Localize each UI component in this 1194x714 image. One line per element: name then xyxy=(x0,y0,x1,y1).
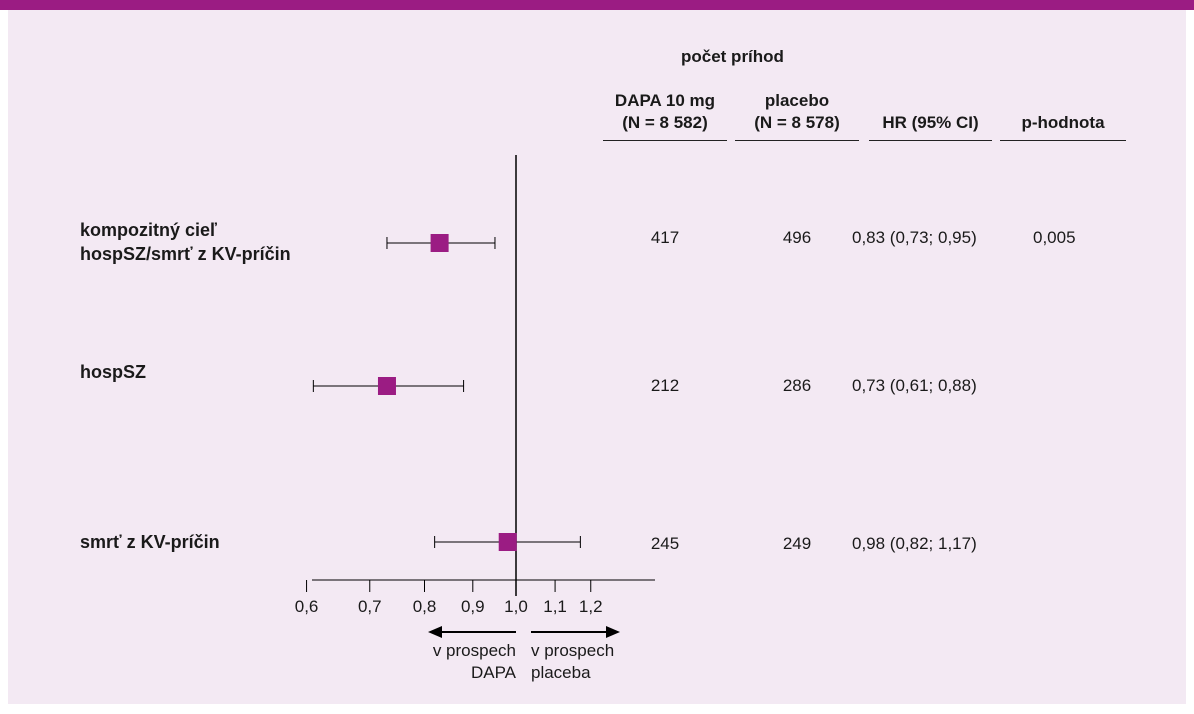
col-header-dapa-name: DAPA 10 mg xyxy=(614,91,716,110)
col-header-placebo: placebo (N = 8 578) xyxy=(735,90,859,134)
cell-hospsz-hr: 0,73 (0,61; 0,88) xyxy=(852,376,977,395)
hr-marker xyxy=(498,533,517,551)
favor-dapa-label: v prospech DAPA xyxy=(390,640,516,684)
x-tick-label: 0,7 xyxy=(358,597,382,616)
row-label-composite-line1: kompozitný cieľ xyxy=(80,220,217,240)
cell-composite-hr: 0,83 (0,73; 0,95) xyxy=(852,228,977,247)
col-header-p: p-hodnota xyxy=(1021,113,1105,132)
favor-placebo-label: v prospech placeba xyxy=(531,640,614,684)
hr-marker xyxy=(430,234,449,252)
cell-composite-dapa: 417 xyxy=(650,228,680,247)
x-tick-label: 1,1 xyxy=(543,597,567,616)
favor-placebo-line1: v prospech xyxy=(531,641,615,660)
cell-cv-death-dapa: 245 xyxy=(650,534,680,553)
hr-marker xyxy=(377,377,396,395)
col-placebo-underline xyxy=(735,140,859,141)
col-header-placebo-n: (N = 8 578) xyxy=(754,113,840,132)
row-label-hospsz: hospSZ xyxy=(80,362,146,382)
favor-dapa-arrowhead xyxy=(428,626,442,638)
cell-composite-placebo: 496 xyxy=(782,228,812,247)
col-hr-underline xyxy=(869,140,992,141)
col-dapa-underline xyxy=(603,140,727,141)
favor-placebo-line2: placeba xyxy=(531,663,591,682)
x-tick-label: 0,9 xyxy=(461,597,485,616)
cell-cv-death-hr: 0,98 (0,82; 1,17) xyxy=(852,534,977,553)
row-label-cv-death: smrť z KV-príčin xyxy=(80,532,220,552)
col-header-dapa-n: (N = 8 582) xyxy=(622,113,708,132)
x-tick-label: 1,2 xyxy=(579,597,603,616)
favor-dapa-line2: DAPA xyxy=(470,663,516,682)
x-tick-label: 0,8 xyxy=(413,597,437,616)
col-header-dapa: DAPA 10 mg (N = 8 582) xyxy=(603,90,727,134)
x-tick-label: 0,6 xyxy=(295,597,319,616)
cell-composite-p: 0,005 xyxy=(1033,228,1076,247)
cell-hospsz-dapa: 212 xyxy=(650,376,680,395)
x-tick-label: 1,0 xyxy=(504,597,528,616)
cell-cv-death-placebo: 249 xyxy=(782,534,812,553)
col-header-placebo-name: placebo xyxy=(764,91,830,110)
favor-dapa-line1: v prospech xyxy=(432,641,516,660)
cell-hospsz-placebo: 286 xyxy=(782,376,812,395)
col-p-underline xyxy=(1000,140,1126,141)
row-label-composite: kompozitný cieľ hospSZ/smrť z KV-príčin xyxy=(80,218,291,266)
group-title: počet príhod xyxy=(681,47,784,66)
favor-placebo-arrowhead xyxy=(606,626,620,638)
col-header-hr: HR (95% CI) xyxy=(882,113,979,132)
figure-panel xyxy=(8,10,1186,704)
row-label-composite-line2: hospSZ/smrť z KV-príčin xyxy=(80,244,291,264)
top-accent-bar xyxy=(0,0,1194,10)
